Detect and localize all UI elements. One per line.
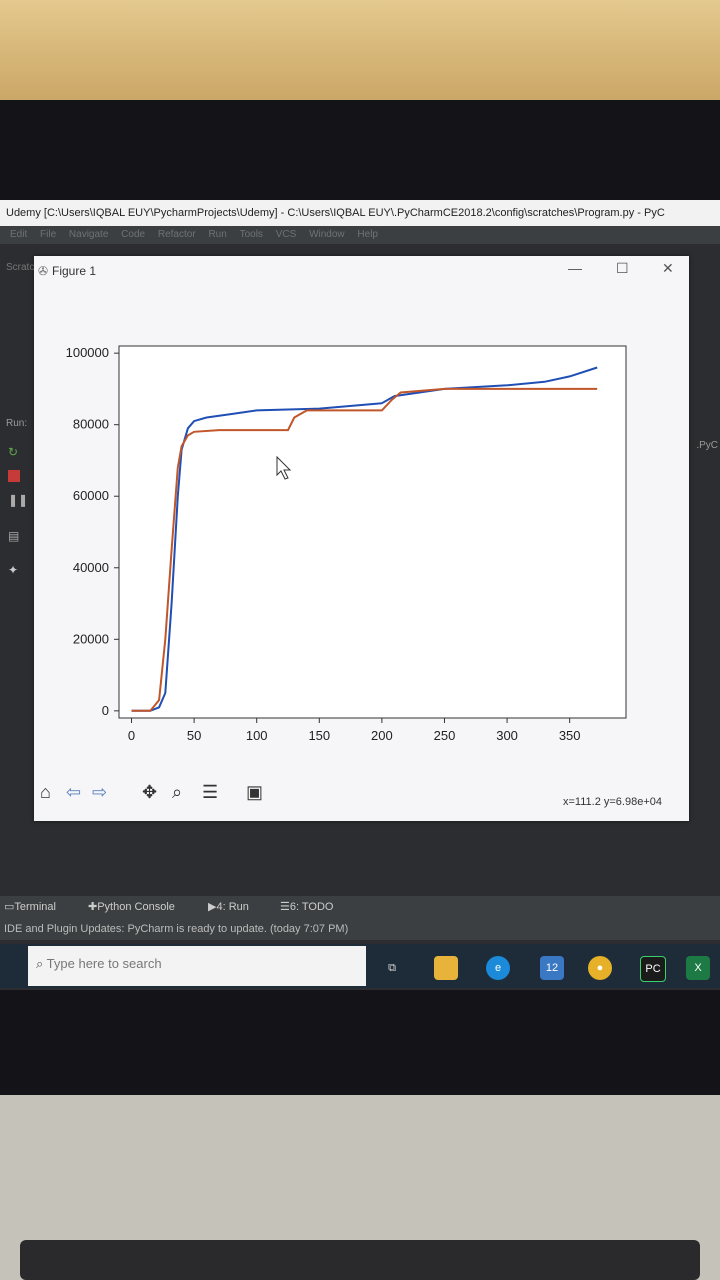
series-line-1 [131, 366, 598, 712]
maximize-button[interactable]: ☐ [616, 260, 629, 276]
back-icon[interactable]: ⇦ [66, 782, 82, 802]
chrome-icon[interactable]: ● [588, 956, 612, 980]
stop-icon[interactable] [8, 470, 20, 482]
terminal-tab[interactable]: ▭ Terminal [4, 901, 56, 913]
close-button[interactable]: ✕ [662, 260, 674, 276]
x-tick-label: 100 [246, 728, 268, 743]
figure-title: Figure 1 [52, 264, 97, 278]
mouse-cursor-icon [276, 455, 292, 480]
save-icon[interactable]: ▣ [246, 782, 264, 802]
y-tick-label: 20000 [73, 631, 109, 646]
y-tick-label: 80000 [73, 417, 109, 432]
minimize-button[interactable]: — [568, 260, 582, 276]
run-tab[interactable]: ▶ 4: Run [208, 901, 249, 913]
task-view-icon[interactable]: ⧉ [388, 962, 396, 974]
scratches-tab[interactable]: Scratc [6, 262, 35, 273]
run-label: Run: [6, 418, 28, 429]
edge-icon[interactable]: e [486, 956, 510, 980]
menu-item[interactable]: Edit [10, 229, 28, 240]
taskbar-search[interactable]: ⌕ Type here to search [28, 946, 366, 986]
rerun-icon[interactable]: ↻ [8, 445, 19, 459]
figure-app-icon: ✇ [38, 264, 49, 278]
x-tick-label: 250 [434, 728, 456, 743]
menu-item[interactable]: Window [309, 229, 345, 240]
search-placeholder: Type here to search [46, 956, 162, 971]
y-tick-label: 60000 [73, 488, 109, 503]
menu-item[interactable]: File [40, 229, 57, 240]
pycharm-icon[interactable]: PC [640, 956, 666, 982]
ide-right-label: .PyC [696, 440, 718, 451]
y-tick-label: 100000 [66, 345, 109, 360]
forward-icon[interactable]: ⇨ [92, 782, 108, 802]
python-console-tab[interactable]: ✚ Python Console [88, 901, 175, 913]
menu-item[interactable]: Run [208, 229, 227, 240]
status-bar: IDE and Plugin Updates: PyCharm is ready… [0, 918, 720, 940]
background-wall [0, 0, 720, 110]
x-tick-label: 300 [496, 728, 518, 743]
menu-item[interactable]: Refactor [157, 229, 196, 240]
x-tick-label: 150 [308, 728, 330, 743]
x-tick-label: 200 [371, 728, 393, 743]
y-tick-label: 40000 [73, 560, 109, 575]
menu-item[interactable]: Help [357, 229, 378, 240]
pin-icon[interactable]: ✦ [8, 563, 19, 577]
ide-title-bar: Udemy [C:\Users\IQBAL EUY\PycharmProject… [0, 200, 720, 226]
x-tick-label: 50 [187, 728, 201, 743]
todo-tab[interactable]: ☰ 6: TODO [280, 901, 334, 913]
menu-item[interactable]: Tools [239, 229, 263, 240]
layout-icon[interactable]: ▤ [8, 529, 20, 543]
excel-icon[interactable]: X [686, 956, 710, 980]
series-line-2 [131, 387, 598, 712]
x-tick-label: 0 [128, 728, 135, 743]
file-explorer-icon[interactable] [434, 956, 458, 980]
menu-item[interactable]: VCS [275, 229, 297, 240]
search-icon: ⌕ [36, 956, 44, 971]
coordinate-readout: x=111.2 y=6.98e+04 [563, 796, 662, 808]
y-tick-label: 0 [102, 703, 109, 718]
configure-icon[interactable]: ☰ [202, 782, 219, 802]
menu-item[interactable]: Navigate [68, 229, 109, 240]
calendar-icon[interactable]: 12 [540, 956, 564, 980]
ide-menu-bar: Edit File Navigate Code Refactor Run Too… [0, 226, 720, 244]
x-tick-label: 350 [559, 728, 581, 743]
menu-item[interactable]: Code [121, 229, 146, 240]
home-icon[interactable]: ⌂ [40, 782, 51, 802]
zoom-icon[interactable]: ⌕ [172, 782, 183, 802]
bottom-tool-tabs: ▭ Terminal ✚ Python Console ▶ 4: Run ☰ 6… [0, 896, 720, 918]
pan-icon[interactable]: ✥ [142, 782, 158, 802]
keyboard [20, 1240, 700, 1280]
plot-area [118, 345, 627, 719]
